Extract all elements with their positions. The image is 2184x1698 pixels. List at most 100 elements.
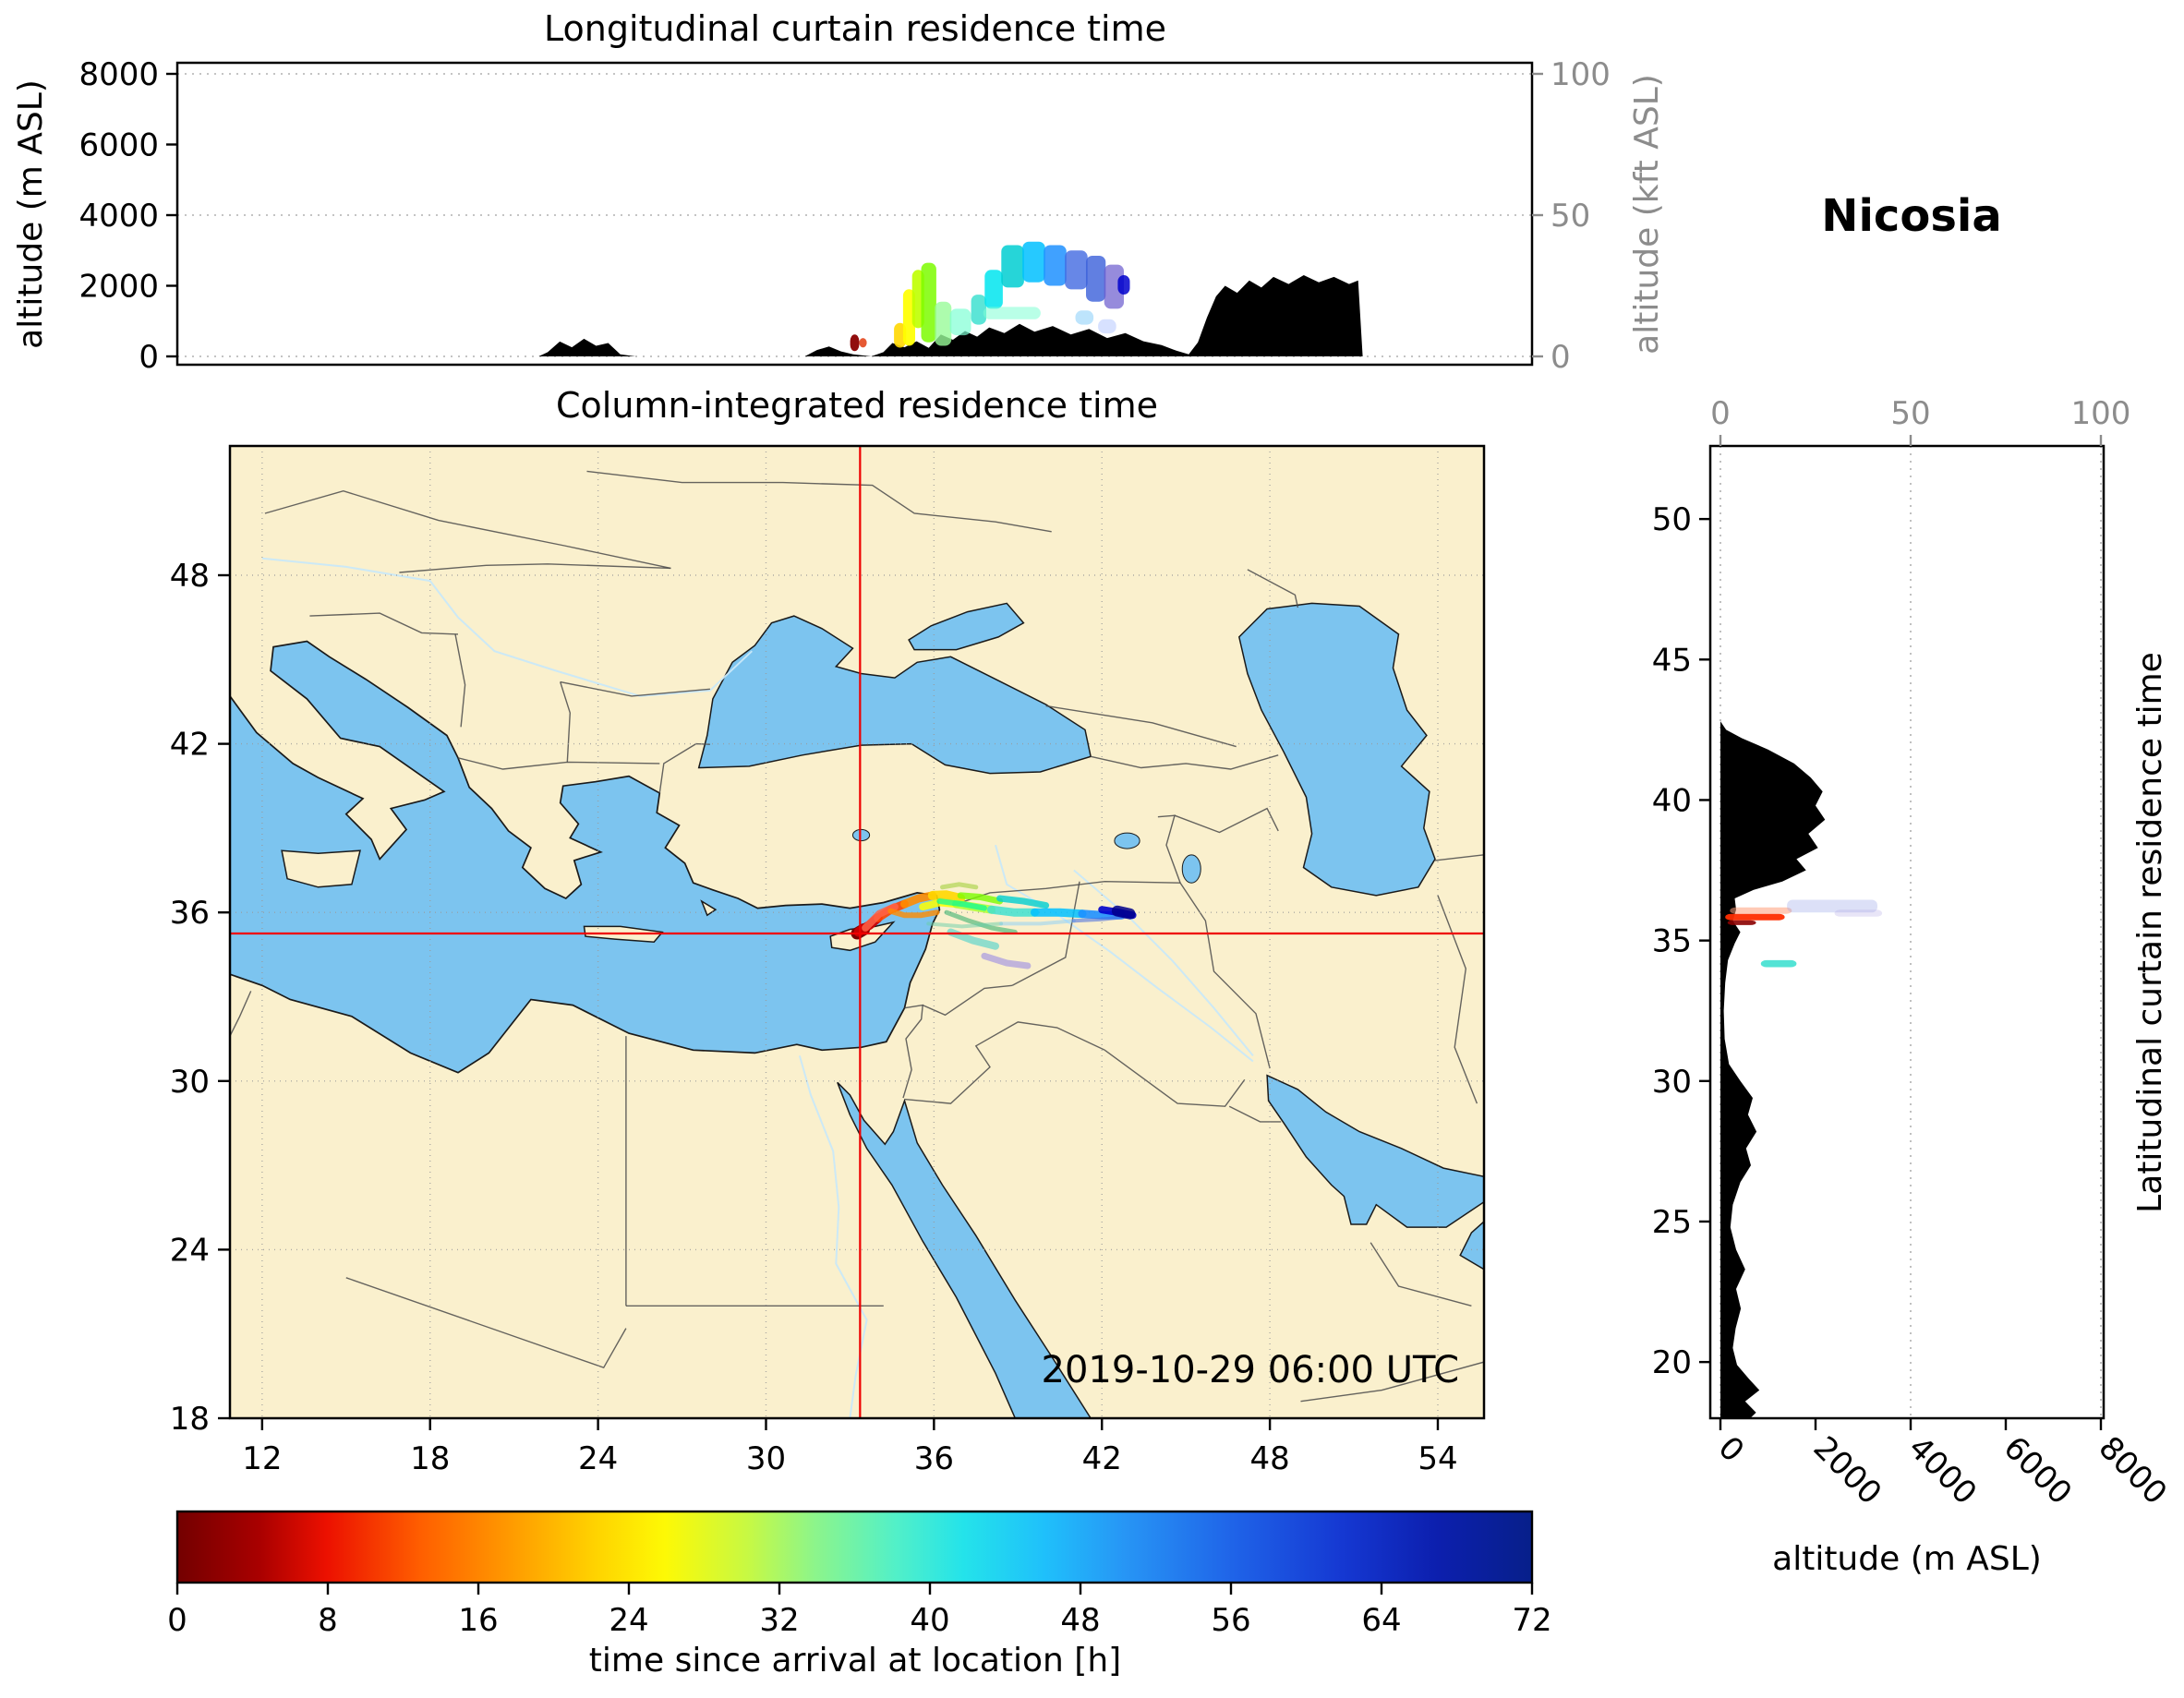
sea-body [837,1081,1092,1418]
plume-trajectory [947,928,999,950]
residence-time-cell [1022,241,1045,283]
altitude-kft-tick-label: 100 [2071,395,2131,432]
altitude-kft-tick-label: 0 [1551,339,1571,376]
lake [1181,854,1201,884]
altitude-m-tick-label: 8000 [78,56,159,93]
latitude-tick-label: 40 [1652,782,1692,819]
sea-body [908,602,1025,651]
country-border [230,991,252,1037]
residence-time-cell [971,295,986,325]
lake [1114,832,1140,849]
country-border [1045,704,1237,748]
residence-time-cell [1834,909,1883,917]
sea-body [697,615,1092,775]
residence-time-cell [850,334,860,352]
latitude-tick-label: 48 [170,558,210,595]
country-border [1437,895,1478,1104]
latitude-tick-label: 18 [170,1401,210,1438]
residence-time-cell [1727,920,1756,925]
residence-time-cell [984,270,1003,309]
latitude-tick-label: 35 [1652,923,1692,960]
longitude-tick-label: 30 [746,1440,786,1477]
landmass [230,446,1484,1418]
country-border [309,612,459,635]
country-border [1179,882,1271,1069]
altitude-kft-tick-label: 50 [1551,198,1590,235]
latitudinal-xlabel: altitude (m ASL) [1772,1540,2042,1578]
plume-trajectory [887,908,940,919]
river [261,557,753,697]
colorbar-tick-label: 0 [167,1602,187,1639]
country-border [904,1021,1105,1104]
sea-body [1237,602,1436,897]
latitude-tick-label: 24 [170,1232,210,1269]
altitude-kft-tick-label: 50 [1890,395,1930,432]
longitude-tick-label: 18 [410,1440,450,1477]
longitude-tick-label: 24 [578,1440,618,1477]
residence-time-cell [1725,913,1785,921]
latitude-tick-label: 36 [170,895,210,932]
latitude-tick-label: 25 [1652,1204,1692,1241]
latitudinal-plot-area [1719,446,2102,1418]
panel-frame [175,61,1534,367]
country-border [399,563,671,573]
country-border [560,681,572,763]
longitudinal-ylabel-left: altitude (m ASL) [12,79,50,349]
lake [851,828,871,842]
latitude-tick-label: 50 [1652,501,1692,538]
latitude-tick-label: 30 [1652,1064,1692,1101]
map-date-label: 2019-10-29 06:00 UTC [1042,1349,1459,1391]
country-border [1090,754,1279,770]
country-border [345,1277,627,1369]
country-border [1370,1242,1472,1307]
plume-trajectory [957,892,1004,905]
country-border [1300,1361,1484,1403]
plume-trajectory [981,952,1032,969]
plume-trajectory [1031,908,1087,919]
latitudinal-curtain-title: Latitudinal curtain residence time [2131,652,2169,1213]
residence-time-cell [1001,245,1024,288]
country-border [1247,569,1299,608]
country-border [264,489,671,570]
colorbar-tick-label: 64 [1361,1602,1401,1639]
terrain-profile [1720,449,1826,1418]
station-title: Nicosia [1821,190,2001,242]
residence-time-cell [921,262,936,343]
country-border [454,633,466,728]
colorbar-tick-label: 16 [458,1602,498,1639]
longitude-tick-label: 48 [1249,1440,1289,1477]
colorbar-tick-label: 72 [1512,1602,1551,1639]
longitude-tick-label: 54 [1418,1440,1457,1477]
residence-time-cell [983,307,1041,319]
plume-trajectory [940,882,979,890]
residence-time-cell [1086,256,1106,302]
plume-trajectory [996,895,1050,909]
latitude-tick-label: 42 [170,727,210,764]
colorbar-label: time since arrival at location [h] [589,1642,1121,1680]
latitude-tick-label: 30 [170,1064,210,1101]
residence-time-cell [1075,310,1094,325]
panel-longitudinal-curtain: 0 2000 4000 6000 8000 0 50 100 [78,56,1610,376]
longitude-tick-label: 12 [242,1440,282,1477]
residence-time-cell [1787,899,1877,913]
colorbar-tick-label: 32 [759,1602,799,1639]
sea-body [1266,1074,1484,1228]
longitude-tick-label: 36 [914,1440,954,1477]
plume-trajectory [1111,905,1136,920]
residence-time-cell [1044,245,1067,286]
country-border [658,742,710,793]
latitude-tick-label: 45 [1652,642,1692,679]
country-border [457,757,660,770]
country-border [560,680,710,697]
country-border [1228,1105,1282,1123]
longitudinal-plot-area [177,73,1532,357]
altitude-m-tick-label: 6000 [78,127,159,164]
altitude-m-tick-label: 0 [139,339,159,376]
colorbar-tick-label: 40 [910,1602,949,1639]
map-plot-area [230,446,1484,1418]
plume-trajectory [900,891,937,909]
plume-trajectory [987,905,1039,917]
river [1073,869,1254,1057]
